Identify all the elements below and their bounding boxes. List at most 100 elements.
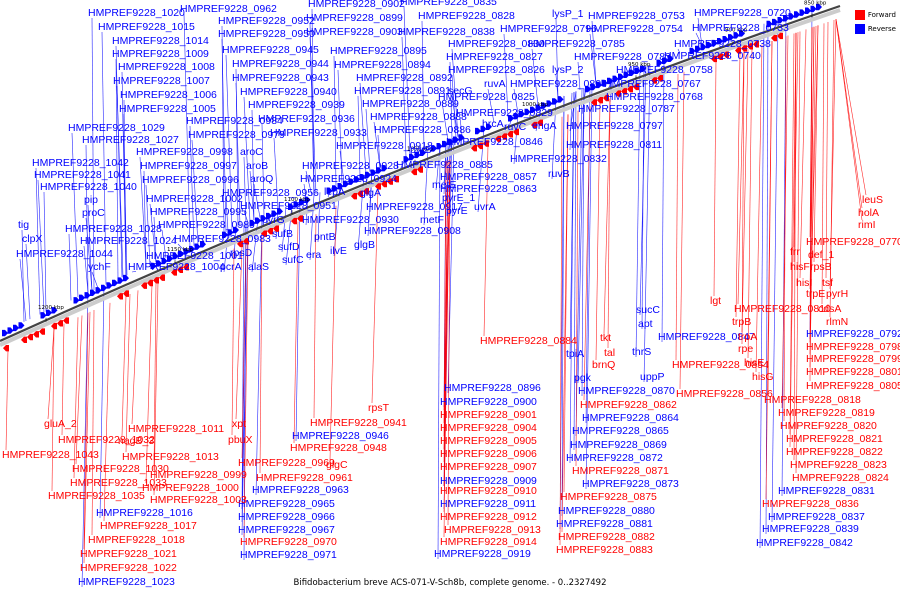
reverse-gene-arrow [480,125,487,133]
reverse-leader-line [225,54,233,230]
forward-gene-arrow [387,178,393,185]
reverse-gene-label: HMPREF9228_0846 [446,136,543,148]
reverse-gene-label: HMPREF9228_0909 [440,475,537,487]
forward-gene-label: HMPREF9228_0819 [778,407,875,419]
forward-gene-arrow [237,240,243,248]
reverse-leader-line [85,144,89,293]
reverse-gene-arrow [150,262,157,270]
map-caption: Bifidobacterium breve ACS-071-V-Sch8b, c… [293,578,607,588]
forward-gene-arrow [63,317,69,324]
forward-leader-line [5,349,9,451]
reverse-gene-label: HMPREF9228_1007 [113,75,210,87]
reverse-gene-label: HMPREF9228_0838 [398,26,495,38]
forward-gene-arrow [141,282,147,289]
reverse-gene-label: HMPREF9228_1041 [34,169,131,181]
reverse-gene-label: HMPREF9228_0894 [334,59,431,71]
reverse-gene-label: HMPREF9228_0758 [616,64,713,76]
forward-leader-line [583,106,591,401]
forward-gene-label: rimI [858,219,876,231]
reverse-gene-arrow [700,43,707,51]
reverse-gene-label: HMPREF9228_0903 [306,26,403,38]
reverse-gene-label: HMPREF9228_0891 [354,85,451,97]
forward-gene-arrow [747,43,753,50]
reverse-gene-label: HMPREF9228_0872 [566,452,663,464]
reverse-leader-line [25,243,31,320]
forward-gene-arrow [177,266,183,274]
reverse-gene-arrow [766,20,773,28]
reverse-gene-label: HMPREF9228_0984 [186,115,283,127]
reverse-gene-label: HMPREF9228_0740 [664,50,761,62]
reverse-gene-arrow [18,322,25,329]
forward-leader-line [737,50,745,305]
reverse-gene-label: HMPREF9228_0885 [396,159,493,171]
forward-gene-label: HMPREF9228_0823 [790,459,887,471]
reverse-gene-label: HMPREF9228_0847 [658,331,755,343]
forward-leader-line [835,19,863,221]
reverse-gene-label: HMPREF9228_0946 [292,430,389,442]
forward-gene-label: pbuX [228,434,253,446]
reverse-leader-line [451,48,459,137]
reverse-gene-arrow [475,127,481,135]
label-leader-lines [5,6,867,588]
forward-leader-line [235,245,243,420]
reverse-gene-label: HMPREF9228_0829 [456,107,553,119]
reverse-gene-label: tpiA [566,348,584,360]
reverse-gene-label: HMPREF9228_0989 [158,219,255,231]
reverse-gene-arrow [508,115,514,122]
reverse-gene-arrow [123,274,129,282]
reverse-leader-line [513,88,519,114]
reverse-leader-line [421,20,425,151]
forward-gene-label: HMPREF9228_0970 [240,536,337,548]
reverse-leader-line [83,245,89,293]
reverse-leader-line [333,55,337,186]
forward-gene-arrow [51,322,57,330]
reverse-leader-line [581,88,585,397]
reverse-gene-arrow [365,171,371,179]
reverse-gene-arrow [733,32,740,39]
forward-leader-line [559,116,563,546]
reverse-gene-label: HMPREF9228_1027 [82,134,179,146]
reverse-gene-label: ruvA [484,78,506,90]
reverse-gene-arrow [458,134,465,141]
reverse-leader-line [101,31,107,285]
forward-leader-line [483,144,489,337]
reverse-gene-arrow [326,187,333,194]
reverse-leader-line [35,167,41,315]
reverse-gene-arrow [183,248,190,255]
forward-gene-arrow [597,97,603,104]
reverse-gene-label: HMPREF9228_0869 [570,439,667,451]
reverse-gene-label: HMPREF9228_1004 [128,261,225,273]
forward-leader-line [443,160,449,538]
reverse-leader-line [569,92,575,464]
forward-gene-arrow [57,320,63,327]
reverse-leader-line [585,85,593,490]
legend-reverse: Reverse [854,22,896,36]
forward-gene-label: HMPREF9228_0798 [806,341,900,353]
forward-leader-line [51,328,55,492]
forward-gene-label: HMPREF9228_0912 [440,511,537,523]
reverse-gene-label: HMPREF9228_0785 [528,38,625,50]
reverse-gene-label: HMPREF9228_0895 [330,45,427,57]
reverse-leader-line [765,22,769,535]
reverse-gene-arrow [73,297,80,304]
forward-leader-line [829,19,835,318]
forward-gene-arrow [33,331,39,338]
forward-gene-arrow [531,121,537,129]
forward-gene-arrow [351,193,357,200]
reverse-leader-line [243,156,247,224]
forward-gene-arrow [21,336,27,344]
reverse-gene-label: ychF [88,261,111,273]
reverse-gene-label: pyrB [410,144,432,156]
forward-leader-line [153,282,157,471]
reverse-leader-line [317,192,321,243]
reverse-gene-label: HMPREF9228_0911 [440,498,536,510]
reverse-leader-line [177,243,185,251]
reverse-gene-label: HMPREF9228_0944 [232,58,329,70]
forward-gene-label: HMPREF9228_0904 [440,422,537,434]
reverse-leader-line [449,61,453,140]
reverse-gene-arrow [288,203,294,210]
forward-leader-line [809,27,813,382]
forward-gene-arrow [471,145,477,152]
forward-leader-line [75,315,83,465]
reverse-gene-arrow [304,196,311,204]
